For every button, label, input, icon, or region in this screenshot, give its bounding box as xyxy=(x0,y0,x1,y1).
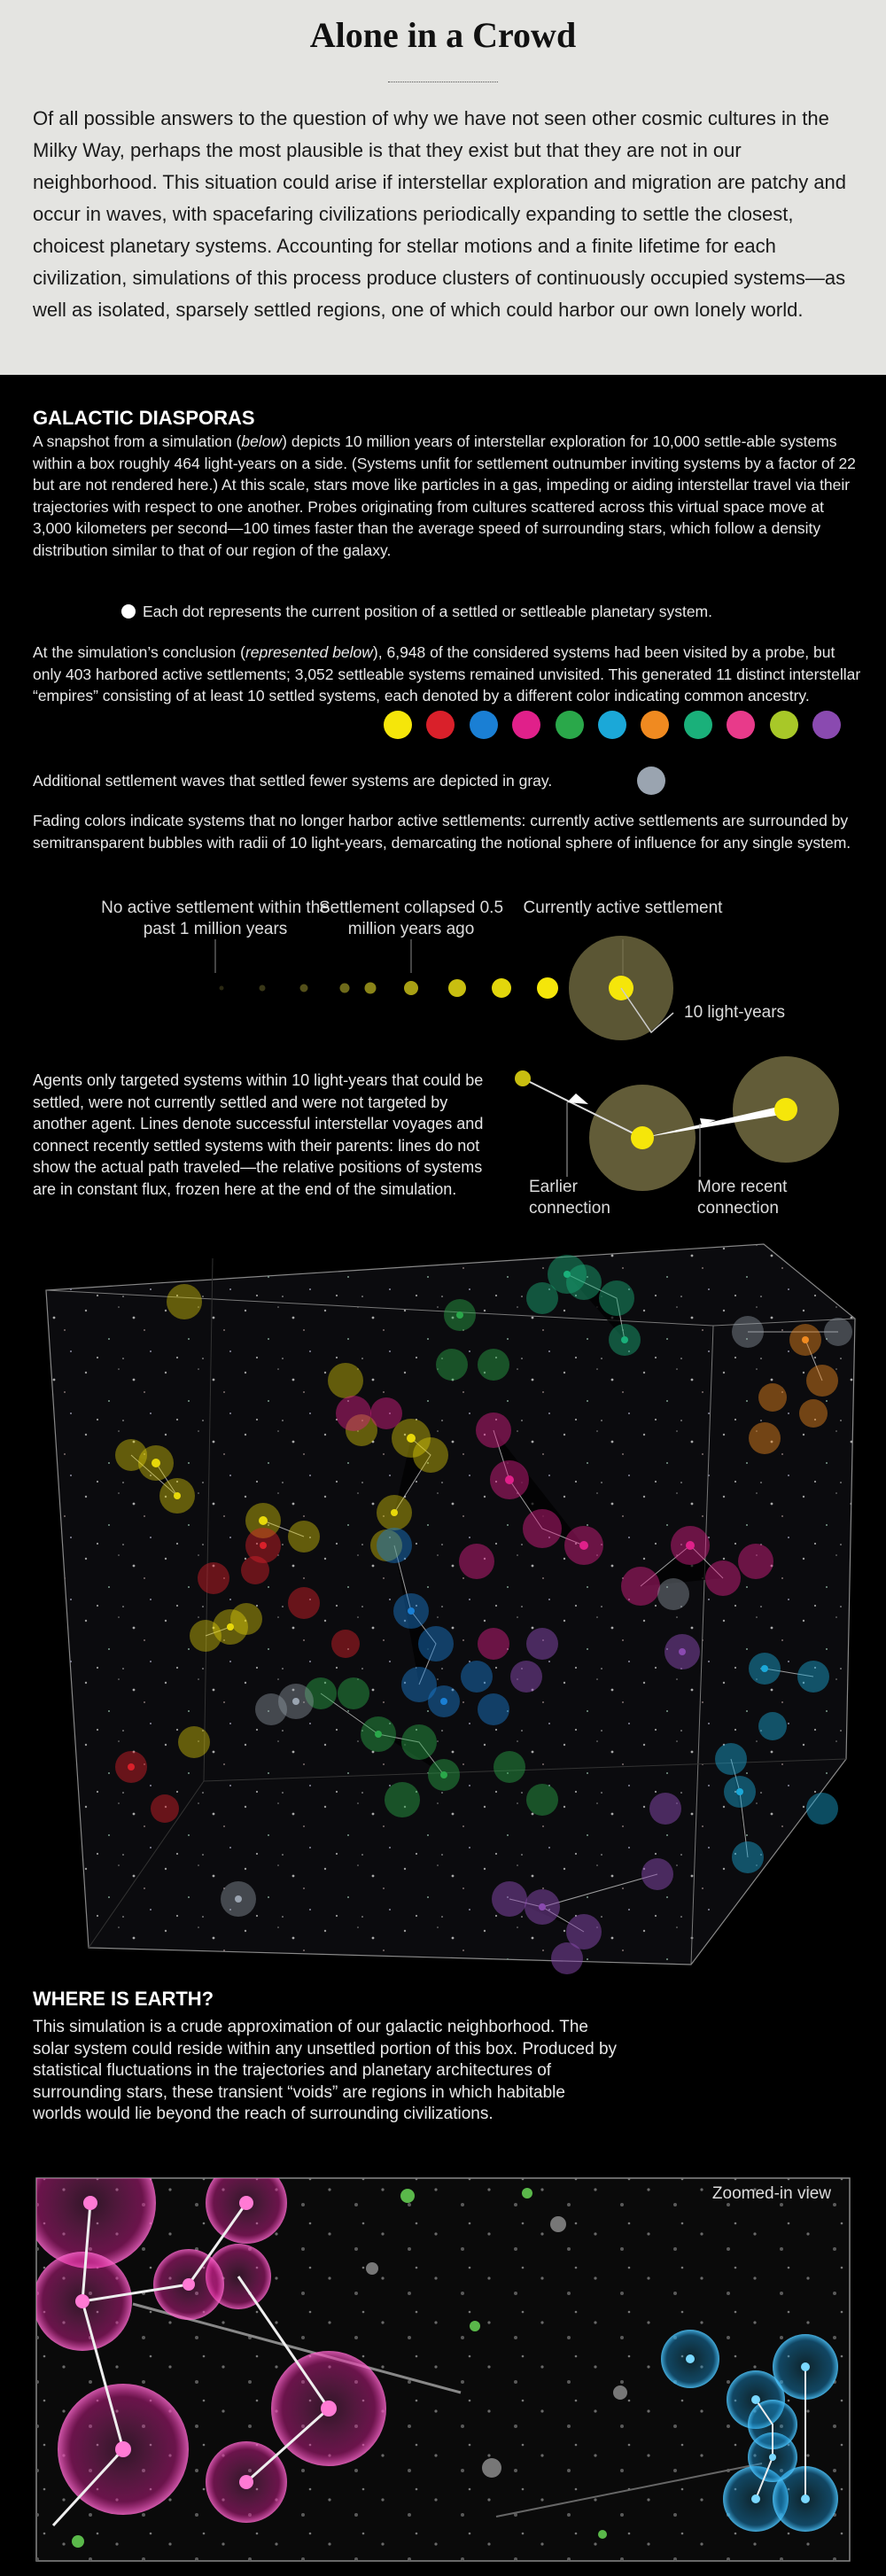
legend-label: No active settlement within the past 1 m… xyxy=(101,899,330,938)
intro: Of all possible answers to the question … xyxy=(33,107,847,321)
gray-dot xyxy=(637,767,665,795)
text: At the simulation’s conclusion ( xyxy=(33,643,245,661)
legend-label: Settlement collapsed 0.5 million years a… xyxy=(318,899,504,938)
earth-heading: WHERE IS EARTH? xyxy=(33,1988,214,2010)
gray-note: Additional settlement waves that settled… xyxy=(33,772,553,790)
agents-text: Agents only targeted systems within 10 l… xyxy=(33,1071,484,1198)
legend-label: Currently active settlement xyxy=(523,899,723,917)
empire-colors xyxy=(384,711,841,739)
text: A snapshot from a simulation ( xyxy=(33,432,242,450)
snapshot-text: A snapshot from a simulation (below) dep… xyxy=(33,431,861,561)
dot-icon xyxy=(121,604,136,619)
agents-diagram xyxy=(515,1056,839,1191)
simulation-cube xyxy=(45,1243,856,1974)
text: ) depicts 10 million years of interstell… xyxy=(33,432,856,559)
section-heading: GALACTIC DIASPORAS xyxy=(33,407,255,429)
zoomed-view xyxy=(35,2177,851,2562)
radius-label: 10 light-years xyxy=(684,1003,786,1022)
zoom-label: Zoomed-in view xyxy=(711,2184,831,2203)
recent-label: More recent connection xyxy=(697,1178,788,1218)
fading-legend xyxy=(214,936,674,1040)
dot-note: Each dot represents the current position… xyxy=(143,603,712,620)
earlier-label: Earlier connection xyxy=(529,1178,610,1218)
header-background xyxy=(0,0,886,375)
text: ), 6,948 of the considered systems had b… xyxy=(33,643,861,704)
earth-text: This simulation is a crude approximation… xyxy=(33,2018,618,2123)
conclusion-text: At the simulation’s conclusion (represen… xyxy=(33,642,861,707)
fading-text: Fading colors indicate systems that no l… xyxy=(33,812,851,852)
title: Alone in a Crowd xyxy=(309,15,577,55)
text: below xyxy=(241,432,283,450)
text: represented below xyxy=(245,643,373,661)
